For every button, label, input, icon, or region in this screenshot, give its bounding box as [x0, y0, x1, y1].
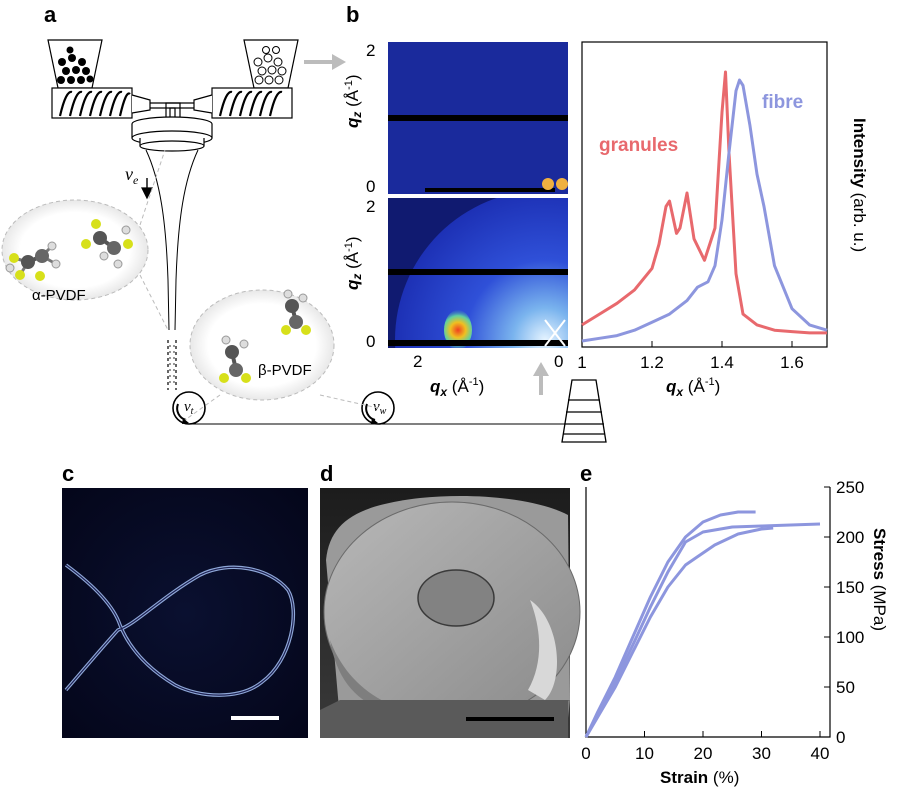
- map-x-tick-2: 2: [413, 352, 422, 371]
- map-bottom-tick-0: 0: [366, 332, 375, 351]
- stress-tick-label: 100: [836, 628, 864, 647]
- intensity-axis-label: Intensity (arb. u.): [850, 118, 869, 252]
- map-qx-label: qx (Å-1): [430, 376, 484, 399]
- qz-label-top: qz (Å-1): [343, 74, 364, 128]
- panel-label-e: e: [580, 461, 592, 486]
- profile-x-tick-label: 1.4: [710, 353, 734, 372]
- strain-tick-label: 40: [811, 744, 830, 763]
- waxs-map-fibre: [388, 198, 568, 348]
- ve-label: ve: [125, 164, 139, 187]
- fibre-optical-image: [62, 488, 308, 738]
- strain-tick-label: 20: [694, 744, 713, 763]
- qz-label-bottom: qz (Å-1): [343, 236, 364, 290]
- beta-molecule-1-icon: [219, 335, 251, 383]
- vw-label: vw: [373, 399, 387, 417]
- panel-label-c: c: [62, 461, 74, 486]
- beta-molecule-2-icon: [281, 289, 311, 335]
- profile-x-tick-label: 1: [577, 353, 586, 372]
- panel-label-b: b: [346, 2, 359, 27]
- stress-strain-curve-2: [584, 522, 821, 738]
- profile-qx-label: qx (Å-1): [666, 376, 720, 399]
- alpha-pvdf-label: α-PVDF: [32, 287, 86, 304]
- fibre-series-line: [581, 78, 828, 343]
- stress-strain-frame: [585, 487, 831, 738]
- extruder-schematic: [47, 39, 568, 425]
- scale-bar-c: [231, 716, 279, 720]
- strain-axis-label: Strain (%): [660, 768, 739, 787]
- right-screw-icon: [218, 90, 283, 117]
- granules-series-line: [581, 70, 827, 335]
- profile-x-tick-label: 1.6: [780, 353, 804, 372]
- arrow-to-spool-icon: [533, 362, 549, 376]
- stress-tick-label: 150: [836, 578, 864, 597]
- alpha-pvdf-bubble: α-PVDF: [1, 149, 169, 331]
- vt-label: vt: [184, 399, 194, 417]
- profile-frame: [581, 41, 828, 348]
- stress-tick-label: 50: [836, 678, 855, 697]
- stress-axis-label: Stress (MPa): [870, 528, 889, 631]
- stress-strain-curve-3: [584, 526, 774, 738]
- fibre-sem-image: [320, 488, 581, 738]
- fibre-legend-label: fibre: [762, 92, 803, 113]
- waxs-map-granules: [388, 42, 568, 194]
- strain-tick-label: 30: [752, 744, 771, 763]
- panel-label-d: d: [320, 461, 333, 486]
- stress-tick-label: 200: [836, 528, 864, 547]
- map-x-tick-0: 0: [554, 352, 563, 371]
- beta-pvdf-bubble: β-PVDF: [184, 289, 379, 421]
- strain-tick-label: 10: [635, 744, 654, 763]
- alpha-molecule-1-icon: [5, 241, 61, 281]
- map-top-tick-0: 0: [366, 177, 375, 196]
- stress-strain-chart: 0 10 20 30 40 0 50 100 150 200 250 Stress (MPa) St…: [581, 478, 889, 787]
- granules-legend-label: granules: [599, 135, 678, 156]
- white-granules-icon: [253, 46, 287, 85]
- fibre-spool-icon: [561, 379, 607, 443]
- profile-x-tick-label: 1.2: [640, 353, 664, 372]
- strain-tick-label: 0: [581, 744, 590, 763]
- panel-label-a: a: [44, 2, 57, 27]
- scale-bar-d: [466, 717, 554, 721]
- black-granules-icon: [57, 46, 94, 84]
- left-hopper-icon: [47, 39, 103, 89]
- stress-tick-label: 0: [836, 728, 845, 747]
- map-top-tick-2: 2: [366, 41, 375, 60]
- beta-pvdf-label: β-PVDF: [258, 362, 312, 379]
- take-up-roller-vt: vt: [172, 391, 206, 425]
- arrow-to-b-icon: [332, 54, 346, 70]
- map-bottom-tick-2: 2: [366, 197, 375, 216]
- stress-tick-label: 250: [836, 478, 864, 497]
- left-screw-icon: [58, 90, 131, 117]
- alpha-molecule-2-icon: [81, 219, 133, 269]
- stress-strain-curve-1: [584, 510, 756, 738]
- waxs-profile-chart: 1 1.2 1.4 1.6 granules fibre Intensity (arb…: [577, 41, 869, 399]
